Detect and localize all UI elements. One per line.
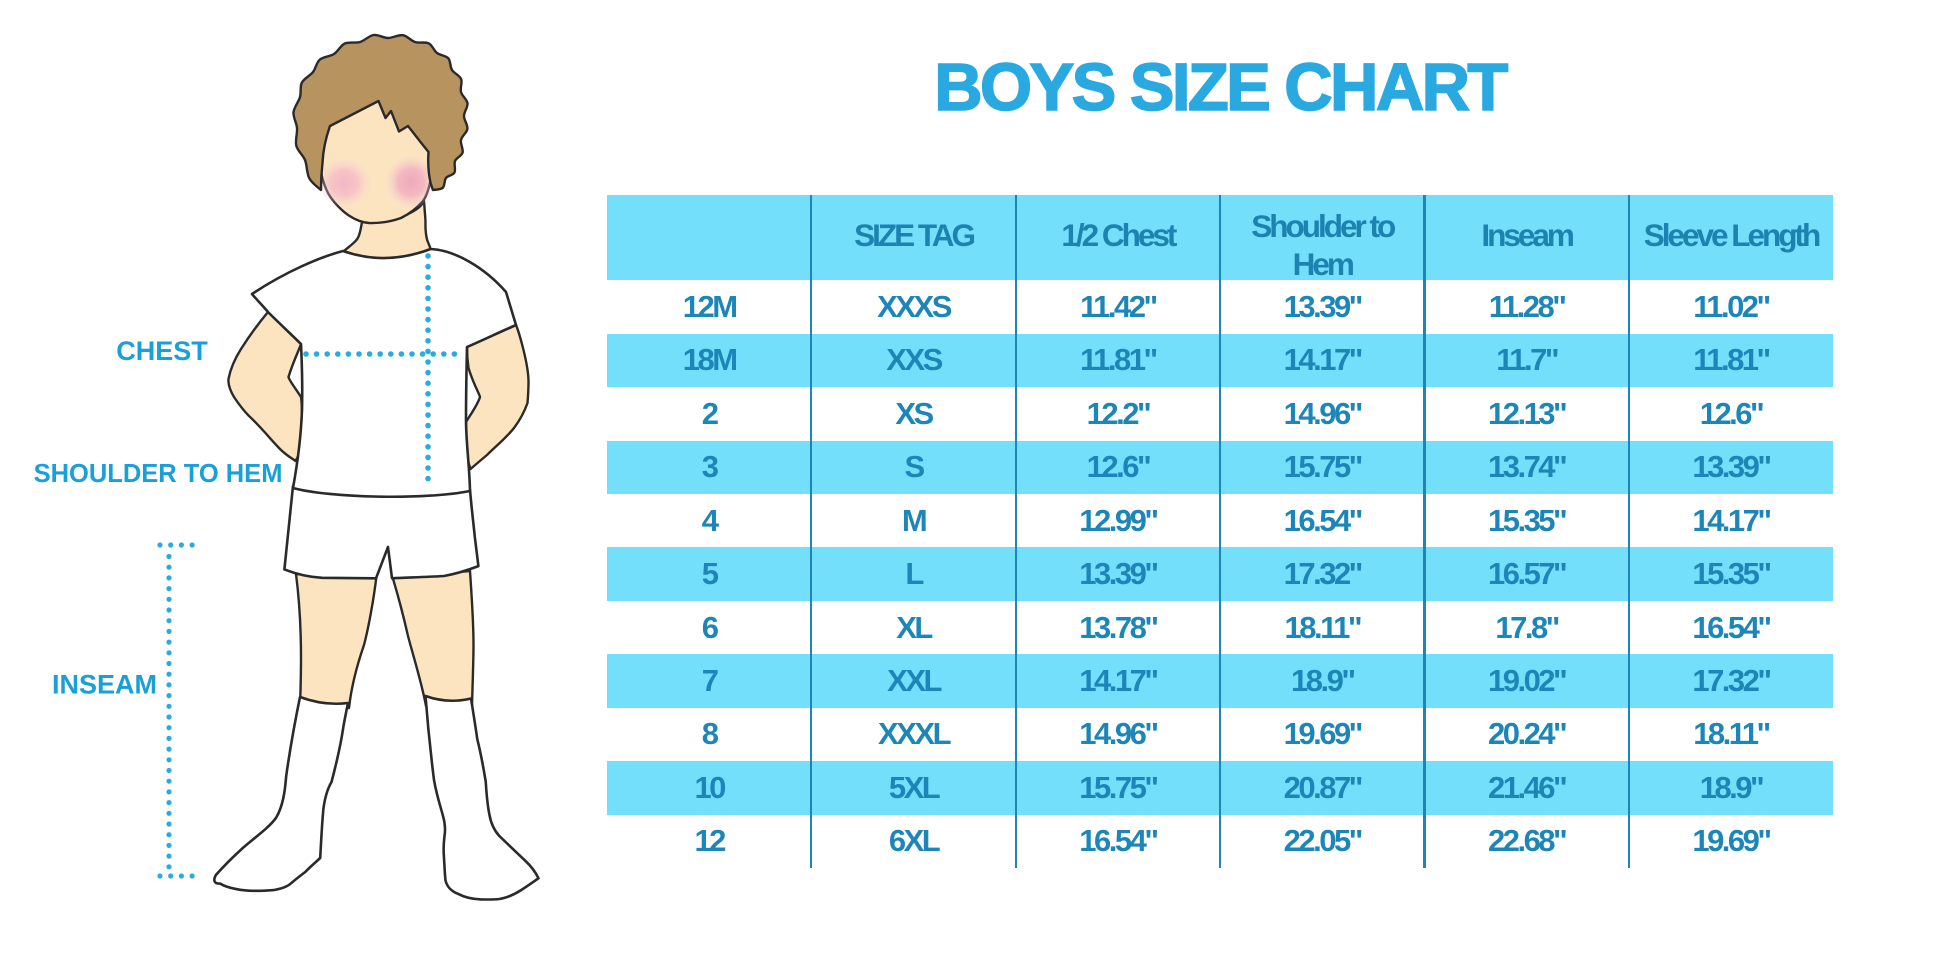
svg-text:INSEAM: INSEAM xyxy=(52,670,157,700)
svg-text:CHEST: CHEST xyxy=(116,336,208,366)
svg-text:SHOULDER TO HEM: SHOULDER TO HEM xyxy=(34,460,283,488)
